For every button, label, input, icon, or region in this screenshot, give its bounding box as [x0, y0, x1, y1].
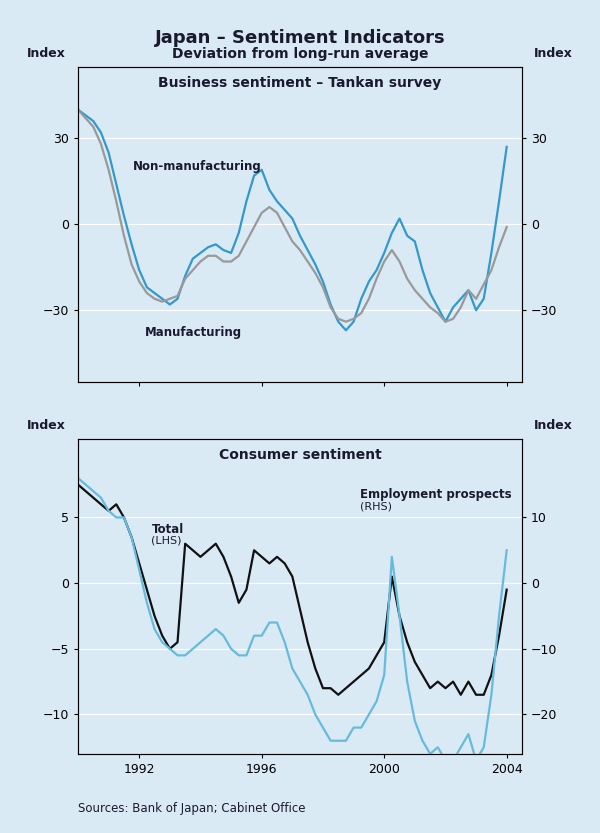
Text: (LHS): (LHS) — [151, 536, 182, 546]
Text: Index: Index — [27, 419, 66, 432]
Text: Japan – Sentiment Indicators: Japan – Sentiment Indicators — [155, 29, 445, 47]
Text: Non-manufacturing: Non-manufacturing — [133, 160, 262, 172]
Text: Manufacturing: Manufacturing — [145, 326, 242, 339]
Text: (RHS): (RHS) — [360, 501, 392, 511]
Text: Total: Total — [151, 523, 184, 536]
Text: Index: Index — [534, 47, 573, 60]
Text: Index: Index — [534, 419, 573, 432]
Text: Sources: Bank of Japan; Cabinet Office: Sources: Bank of Japan; Cabinet Office — [78, 801, 305, 815]
Text: Deviation from long-run average: Deviation from long-run average — [172, 47, 428, 62]
Text: Index: Index — [27, 47, 66, 60]
Text: Consumer sentiment: Consumer sentiment — [218, 448, 382, 462]
Text: Employment prospects: Employment prospects — [360, 488, 511, 501]
Text: Business sentiment – Tankan survey: Business sentiment – Tankan survey — [158, 76, 442, 90]
